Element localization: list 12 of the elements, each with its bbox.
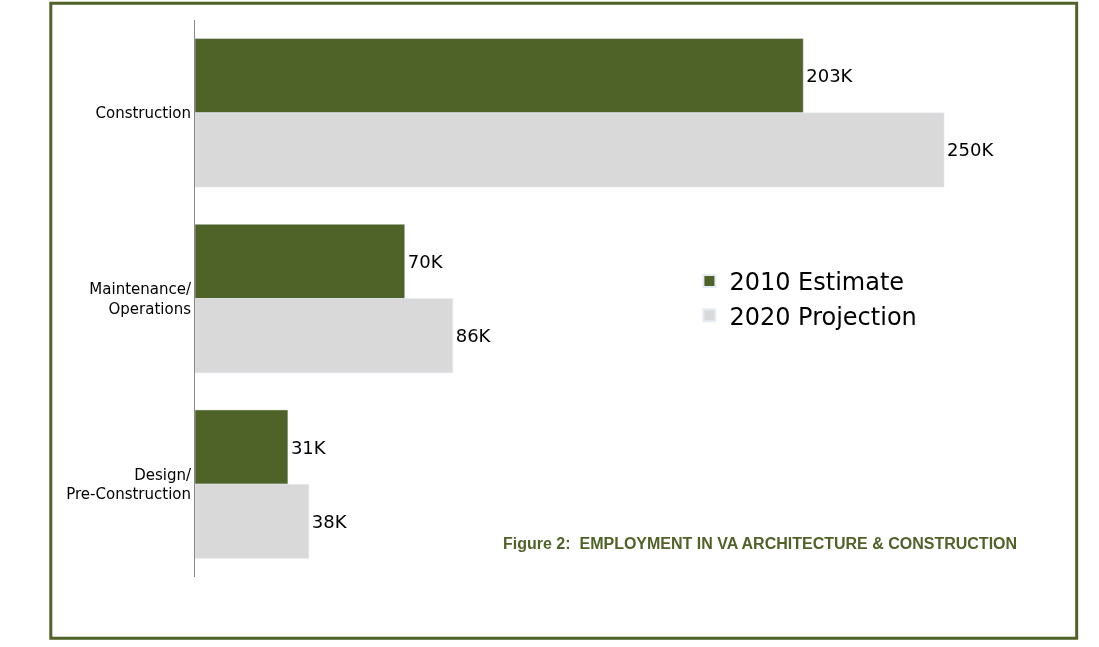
data-label: 250K <box>947 139 995 161</box>
y-tick-label: Design/ Pre-Construction <box>66 465 192 504</box>
data-label: 203K <box>806 65 854 87</box>
y-tick-label: Maintenance/ Operations <box>89 280 192 318</box>
data-label: 31K <box>290 436 327 458</box>
text: Figure 2: EMPLOYMENT IN VA ARCHITECTURE & CONSTRUCTION <box>503 535 1018 552</box>
data-label: 70K <box>407 250 444 272</box>
data-label: 38K <box>311 510 348 532</box>
y-tick-label: Construction <box>95 104 191 123</box>
legend-label: 2010 Estimate <box>729 268 905 297</box>
legend-label: 2020 Projection <box>729 302 917 331</box>
data-label: 86K <box>455 325 492 347</box>
